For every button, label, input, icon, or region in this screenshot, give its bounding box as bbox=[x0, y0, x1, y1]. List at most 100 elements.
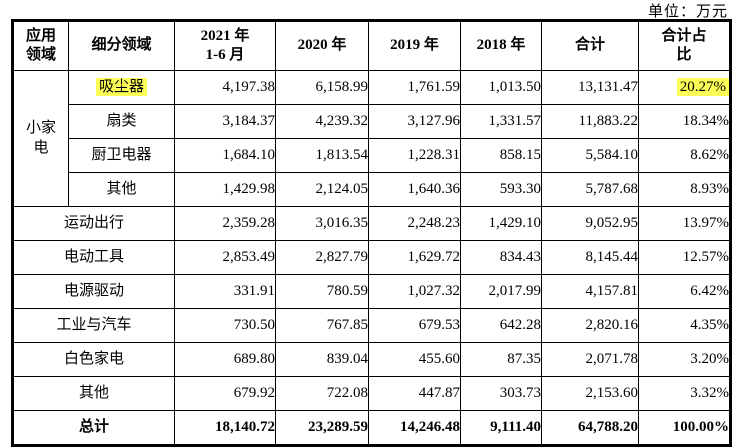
cell-2021: 679.92 bbox=[174, 376, 276, 411]
cell-2021: 689.80 bbox=[174, 342, 276, 377]
cell-label: 运动出行 bbox=[12, 206, 175, 241]
cell-share: 12.57% bbox=[638, 240, 731, 275]
cell-2019: 3,127.96 bbox=[368, 104, 461, 139]
cell-total: 64,788.20 bbox=[541, 410, 639, 446]
highlighted-vacuum-label: 吸尘器 bbox=[95, 77, 147, 96]
cell-2020: 6,158.99 bbox=[275, 70, 369, 105]
cell-2019: 1,761.59 bbox=[368, 70, 461, 105]
table-row-total: 总计 18,140.72 23,289.59 14,246.48 9,111.4… bbox=[12, 410, 731, 446]
table-row-other: 其他 679.92 722.08 447.87 303.73 2,153.60 … bbox=[12, 376, 731, 411]
cell-2018: 1,013.50 bbox=[460, 70, 542, 105]
cell-2021: 18,140.72 bbox=[174, 410, 276, 446]
unit-label: 单位：万元 bbox=[647, 4, 728, 20]
cell-2020: 2,827.79 bbox=[275, 240, 369, 275]
cell-2019: 1,640.36 bbox=[368, 172, 461, 207]
table-row-vacuum: 小家 电 吸尘器 4,197.38 6,158.99 1,761.59 1,01… bbox=[12, 70, 731, 207]
header-total-share: 合计占 比 bbox=[638, 20, 731, 71]
cell-2019: 455.60 bbox=[368, 342, 461, 377]
header-sub-field: 细分领域 bbox=[68, 20, 175, 71]
cell-total: 5,584.10 bbox=[541, 138, 639, 173]
table-header: 应用 领域 细分领域 2021 年 1-6 月 2020 年 2019 年 20… bbox=[12, 20, 731, 71]
cell-2020: 839.04 bbox=[275, 342, 369, 377]
cell-total: 5,787.68 bbox=[541, 172, 639, 207]
cell-2021: 1,684.10 bbox=[174, 138, 276, 173]
cell-total: 9,052.95 bbox=[541, 206, 639, 241]
cell-share: 100.00% bbox=[638, 410, 731, 446]
cell-2021: 2,853.49 bbox=[174, 240, 276, 275]
cell-label: 工业与汽车 bbox=[12, 308, 175, 343]
cell-label: 电动工具 bbox=[12, 240, 175, 275]
cell-2018: 87.35 bbox=[460, 342, 542, 377]
cell-2019: 1,027.32 bbox=[368, 274, 461, 309]
cell-label: 电源驱动 bbox=[12, 274, 175, 309]
cell-2021: 331.91 bbox=[174, 274, 276, 309]
group-cell-small-appliances: 小家 电 bbox=[12, 70, 69, 207]
cell-total: 2,153.60 bbox=[541, 376, 639, 411]
cell-share: 20.27% bbox=[638, 70, 731, 105]
cell-2018: 642.28 bbox=[460, 308, 542, 343]
cell-2020: 4,239.32 bbox=[275, 104, 369, 139]
cell-2020: 2,124.05 bbox=[275, 172, 369, 207]
table-body: 小家 电 吸尘器 4,197.38 6,158.99 1,761.59 1,01… bbox=[12, 70, 731, 446]
cell-2018: 2,017.99 bbox=[460, 274, 542, 309]
table-row-sports-mobility: 运动出行 2,359.28 3,016.35 2,248.23 1,429.10… bbox=[12, 206, 731, 241]
cell-2021: 4,197.38 bbox=[174, 70, 276, 105]
cell-total: 13,131.47 bbox=[541, 70, 639, 105]
cell-2018: 303.73 bbox=[460, 376, 542, 411]
cell-total: 2,820.16 bbox=[541, 308, 639, 343]
cell-share: 18.34% bbox=[638, 104, 731, 139]
cell-2018: 1,429.10 bbox=[460, 206, 542, 241]
cell-2019: 2,248.23 bbox=[368, 206, 461, 241]
table-row-other-small-appliance: 其他 1,429.98 2,124.05 1,640.36 593.30 5,7… bbox=[13, 172, 731, 207]
cell-total: 11,883.22 bbox=[541, 104, 639, 139]
cell-share: 13.97% bbox=[638, 206, 731, 241]
cell-share: 8.62% bbox=[638, 138, 731, 173]
cell-2020: 3,016.35 bbox=[275, 206, 369, 241]
table-row-power-tools: 电动工具 2,853.49 2,827.79 1,629.72 834.43 8… bbox=[12, 240, 731, 275]
cell-2020: 767.85 bbox=[275, 308, 369, 343]
cell-2018: 1,331.57 bbox=[460, 104, 542, 139]
cell-label: 其他 bbox=[12, 376, 175, 411]
cell-share: 4.35% bbox=[638, 308, 731, 343]
header-total: 合计 bbox=[541, 20, 639, 71]
cell-label: 扇类 bbox=[68, 104, 175, 139]
header-2019: 2019 年 bbox=[368, 20, 461, 71]
cell-label: 吸尘器 bbox=[68, 70, 175, 105]
cell-total: 4,157.81 bbox=[541, 274, 639, 309]
cell-share: 6.42% bbox=[638, 274, 731, 309]
cell-share: 3.20% bbox=[638, 342, 731, 377]
table-row-fans: 扇类 3,184.37 4,239.32 3,127.96 1,331.57 1… bbox=[13, 104, 731, 139]
cell-label: 白色家电 bbox=[12, 342, 175, 377]
cell-2020: 780.59 bbox=[275, 274, 369, 309]
table-row-power-drive: 电源驱动 331.91 780.59 1,027.32 2,017.99 4,1… bbox=[12, 274, 731, 309]
cell-2018: 593.30 bbox=[460, 172, 542, 207]
cell-2020: 1,813.54 bbox=[275, 138, 369, 173]
header-app-field: 应用 领域 bbox=[12, 20, 69, 71]
cell-2019: 1,228.31 bbox=[368, 138, 461, 173]
cell-2018: 9,111.40 bbox=[460, 410, 542, 446]
cell-label: 厨卫电器 bbox=[68, 138, 175, 173]
cell-total-label: 总计 bbox=[12, 410, 175, 446]
header-row: 应用 领域 细分领域 2021 年 1-6 月 2020 年 2019 年 20… bbox=[12, 20, 731, 71]
header-2018: 2018 年 bbox=[460, 20, 542, 71]
cell-2018: 834.43 bbox=[460, 240, 542, 275]
header-2020: 2020 年 bbox=[275, 20, 369, 71]
header-2021: 2021 年 1-6 月 bbox=[174, 20, 276, 71]
highlighted-share-value: 20.27% bbox=[676, 77, 729, 96]
cell-2018: 858.15 bbox=[460, 138, 542, 173]
cell-share: 8.93% bbox=[638, 172, 731, 207]
cell-2019: 14,246.48 bbox=[368, 410, 461, 446]
cell-2021: 3,184.37 bbox=[174, 104, 276, 139]
cell-2021: 1,429.98 bbox=[174, 172, 276, 207]
cell-2019: 447.87 bbox=[368, 376, 461, 411]
cell-2019: 679.53 bbox=[368, 308, 461, 343]
cell-2021: 2,359.28 bbox=[174, 206, 276, 241]
revenue-by-application-table: 应用 领域 细分领域 2021 年 1-6 月 2020 年 2019 年 20… bbox=[11, 19, 732, 447]
table-row-kitchen-bath: 厨卫电器 1,684.10 1,813.54 1,228.31 858.15 5… bbox=[13, 138, 731, 173]
cell-2021: 730.50 bbox=[174, 308, 276, 343]
cell-share: 3.32% bbox=[638, 376, 731, 411]
cell-total: 2,071.78 bbox=[541, 342, 639, 377]
cell-2020: 722.08 bbox=[275, 376, 369, 411]
table-row-industrial-auto: 工业与汽车 730.50 767.85 679.53 642.28 2,820.… bbox=[12, 308, 731, 343]
